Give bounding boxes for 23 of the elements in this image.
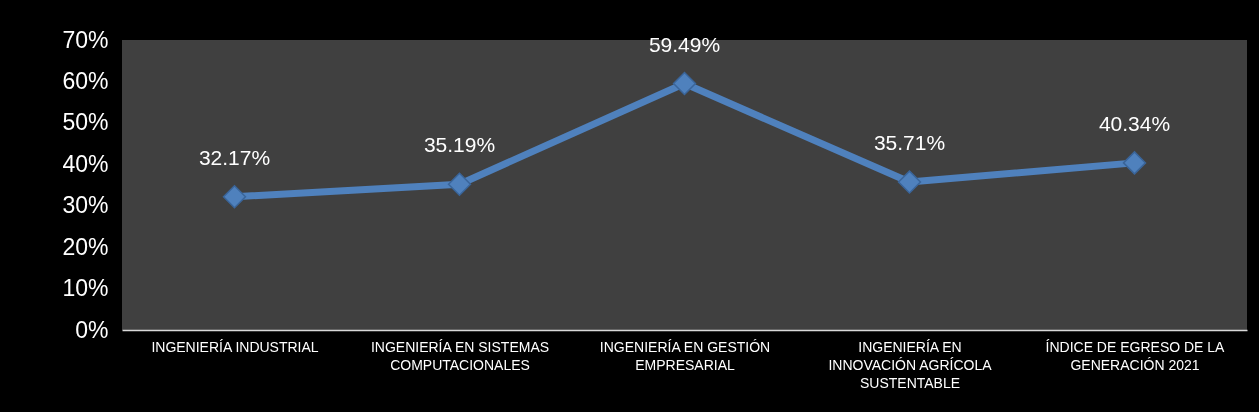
point [447, 172, 472, 196]
x-tick-label: INGENIERÍA EN SISTEMAS COMPUTACIONALES [370, 338, 550, 373]
y-tick-label: 20% [62, 233, 109, 260]
data-label: 35.71% [873, 131, 946, 155]
y-tick-label: 0% [75, 316, 109, 343]
y-tick-label: 10% [62, 275, 109, 302]
y-tick-label: 60% [62, 67, 109, 94]
point [897, 170, 922, 194]
x-tick-label: ÍNDICE DE EGRESO DE LA GENERACIÓN 2021 [1045, 338, 1226, 373]
point [672, 71, 697, 96]
x-tick-label: INGENIERÍA INDUSTRIAL [151, 338, 319, 355]
y-tick-label: 50% [62, 109, 109, 136]
data-label: 32.17% [198, 145, 271, 169]
x-tick-label: INGENIERÍA EN INNOVACIÓN AGRÍCOLA SUSTENTABLE [828, 338, 993, 391]
point [1122, 151, 1147, 175]
y-tick-label: 40% [62, 150, 109, 177]
x-tick-label: INGENIERÍA EN GESTIÓN EMPRESARIAL [599, 338, 771, 373]
data-label: 40.34% [1098, 111, 1171, 135]
y-tick-label: 30% [62, 192, 109, 219]
data-label: 35.19% [423, 133, 496, 157]
point [222, 185, 247, 209]
data-label: 59.49% [648, 32, 721, 56]
y-tick-label: 70% [62, 26, 109, 53]
